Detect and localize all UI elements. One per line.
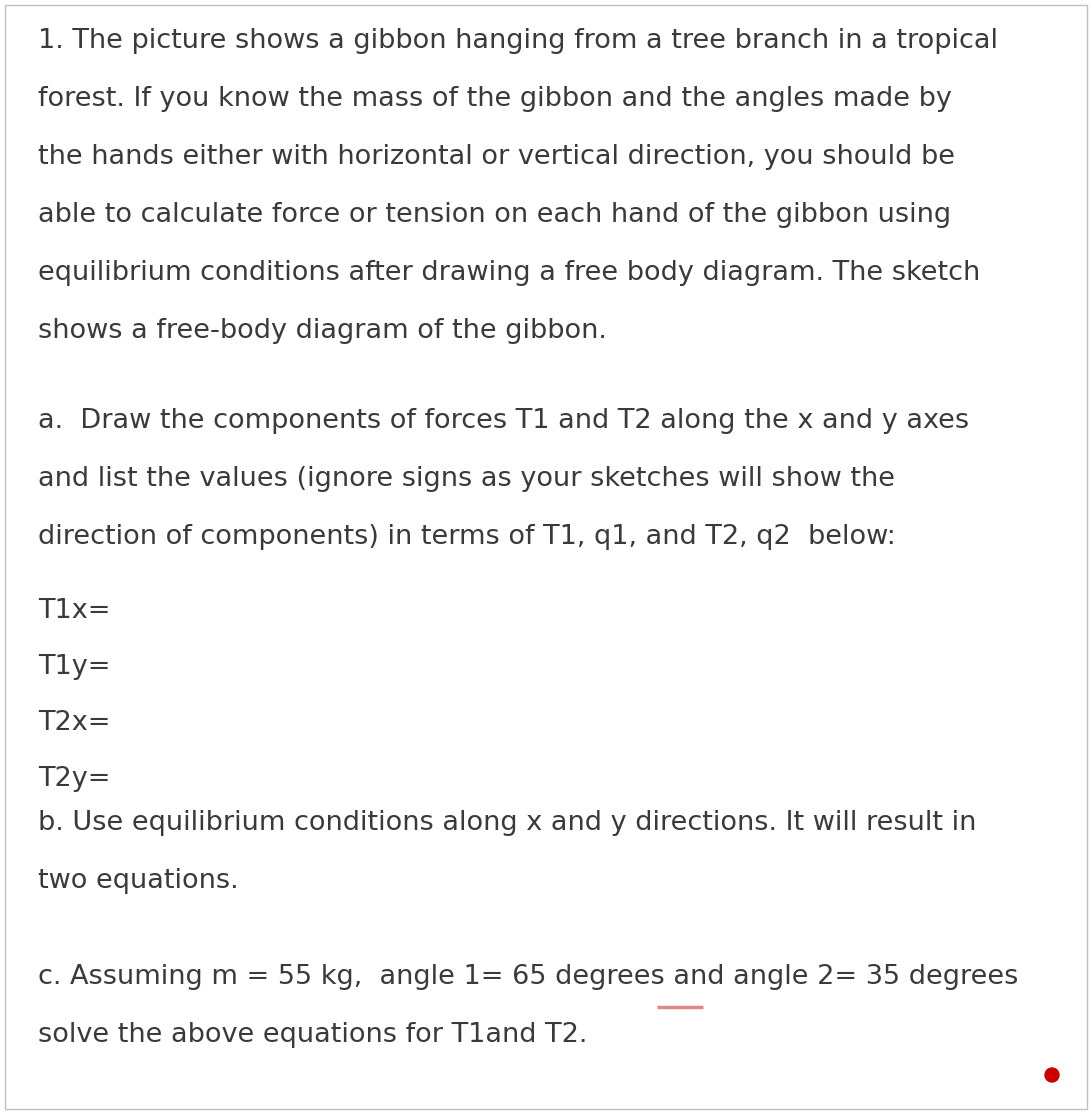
Text: c. Assuming m = 55 kg,  angle 1= 65 degrees and angle 2= 35 degrees: c. Assuming m = 55 kg, angle 1= 65 degre… bbox=[38, 964, 1019, 990]
Text: two equations.: two equations. bbox=[38, 868, 239, 895]
Text: T2y=: T2y= bbox=[38, 766, 110, 792]
Circle shape bbox=[1045, 1068, 1059, 1082]
Text: forest. If you know the mass of the gibbon and the angles made by: forest. If you know the mass of the gibb… bbox=[38, 86, 952, 113]
Text: the hands either with horizontal or vertical direction, you should be: the hands either with horizontal or vert… bbox=[38, 144, 956, 170]
Text: T1x=: T1x= bbox=[38, 598, 110, 624]
Text: T1y=: T1y= bbox=[38, 654, 110, 680]
Text: T2x=: T2x= bbox=[38, 710, 110, 736]
Text: direction of components) in terms of T1, q1, and T2, q2  below:: direction of components) in terms of T1,… bbox=[38, 524, 895, 550]
Text: shows a free-body diagram of the gibbon.: shows a free-body diagram of the gibbon. bbox=[38, 317, 607, 344]
Text: able to calculate force or tension on each hand of the gibbon using: able to calculate force or tension on ea… bbox=[38, 202, 951, 228]
Text: a.  Draw the components of forces T1 and T2 along the x and y axes: a. Draw the components of forces T1 and … bbox=[38, 408, 969, 434]
Text: 1. The picture shows a gibbon hanging from a tree branch in a tropical: 1. The picture shows a gibbon hanging fr… bbox=[38, 28, 998, 53]
Text: b. Use equilibrium conditions along x and y directions. It will result in: b. Use equilibrium conditions along x an… bbox=[38, 810, 976, 836]
Text: and list the values (ignore signs as your sketches will show the: and list the values (ignore signs as you… bbox=[38, 466, 895, 492]
Text: solve the above equations for T1and T2.: solve the above equations for T1and T2. bbox=[38, 1022, 587, 1048]
Text: equilibrium conditions after drawing a free body diagram. The sketch: equilibrium conditions after drawing a f… bbox=[38, 260, 981, 286]
